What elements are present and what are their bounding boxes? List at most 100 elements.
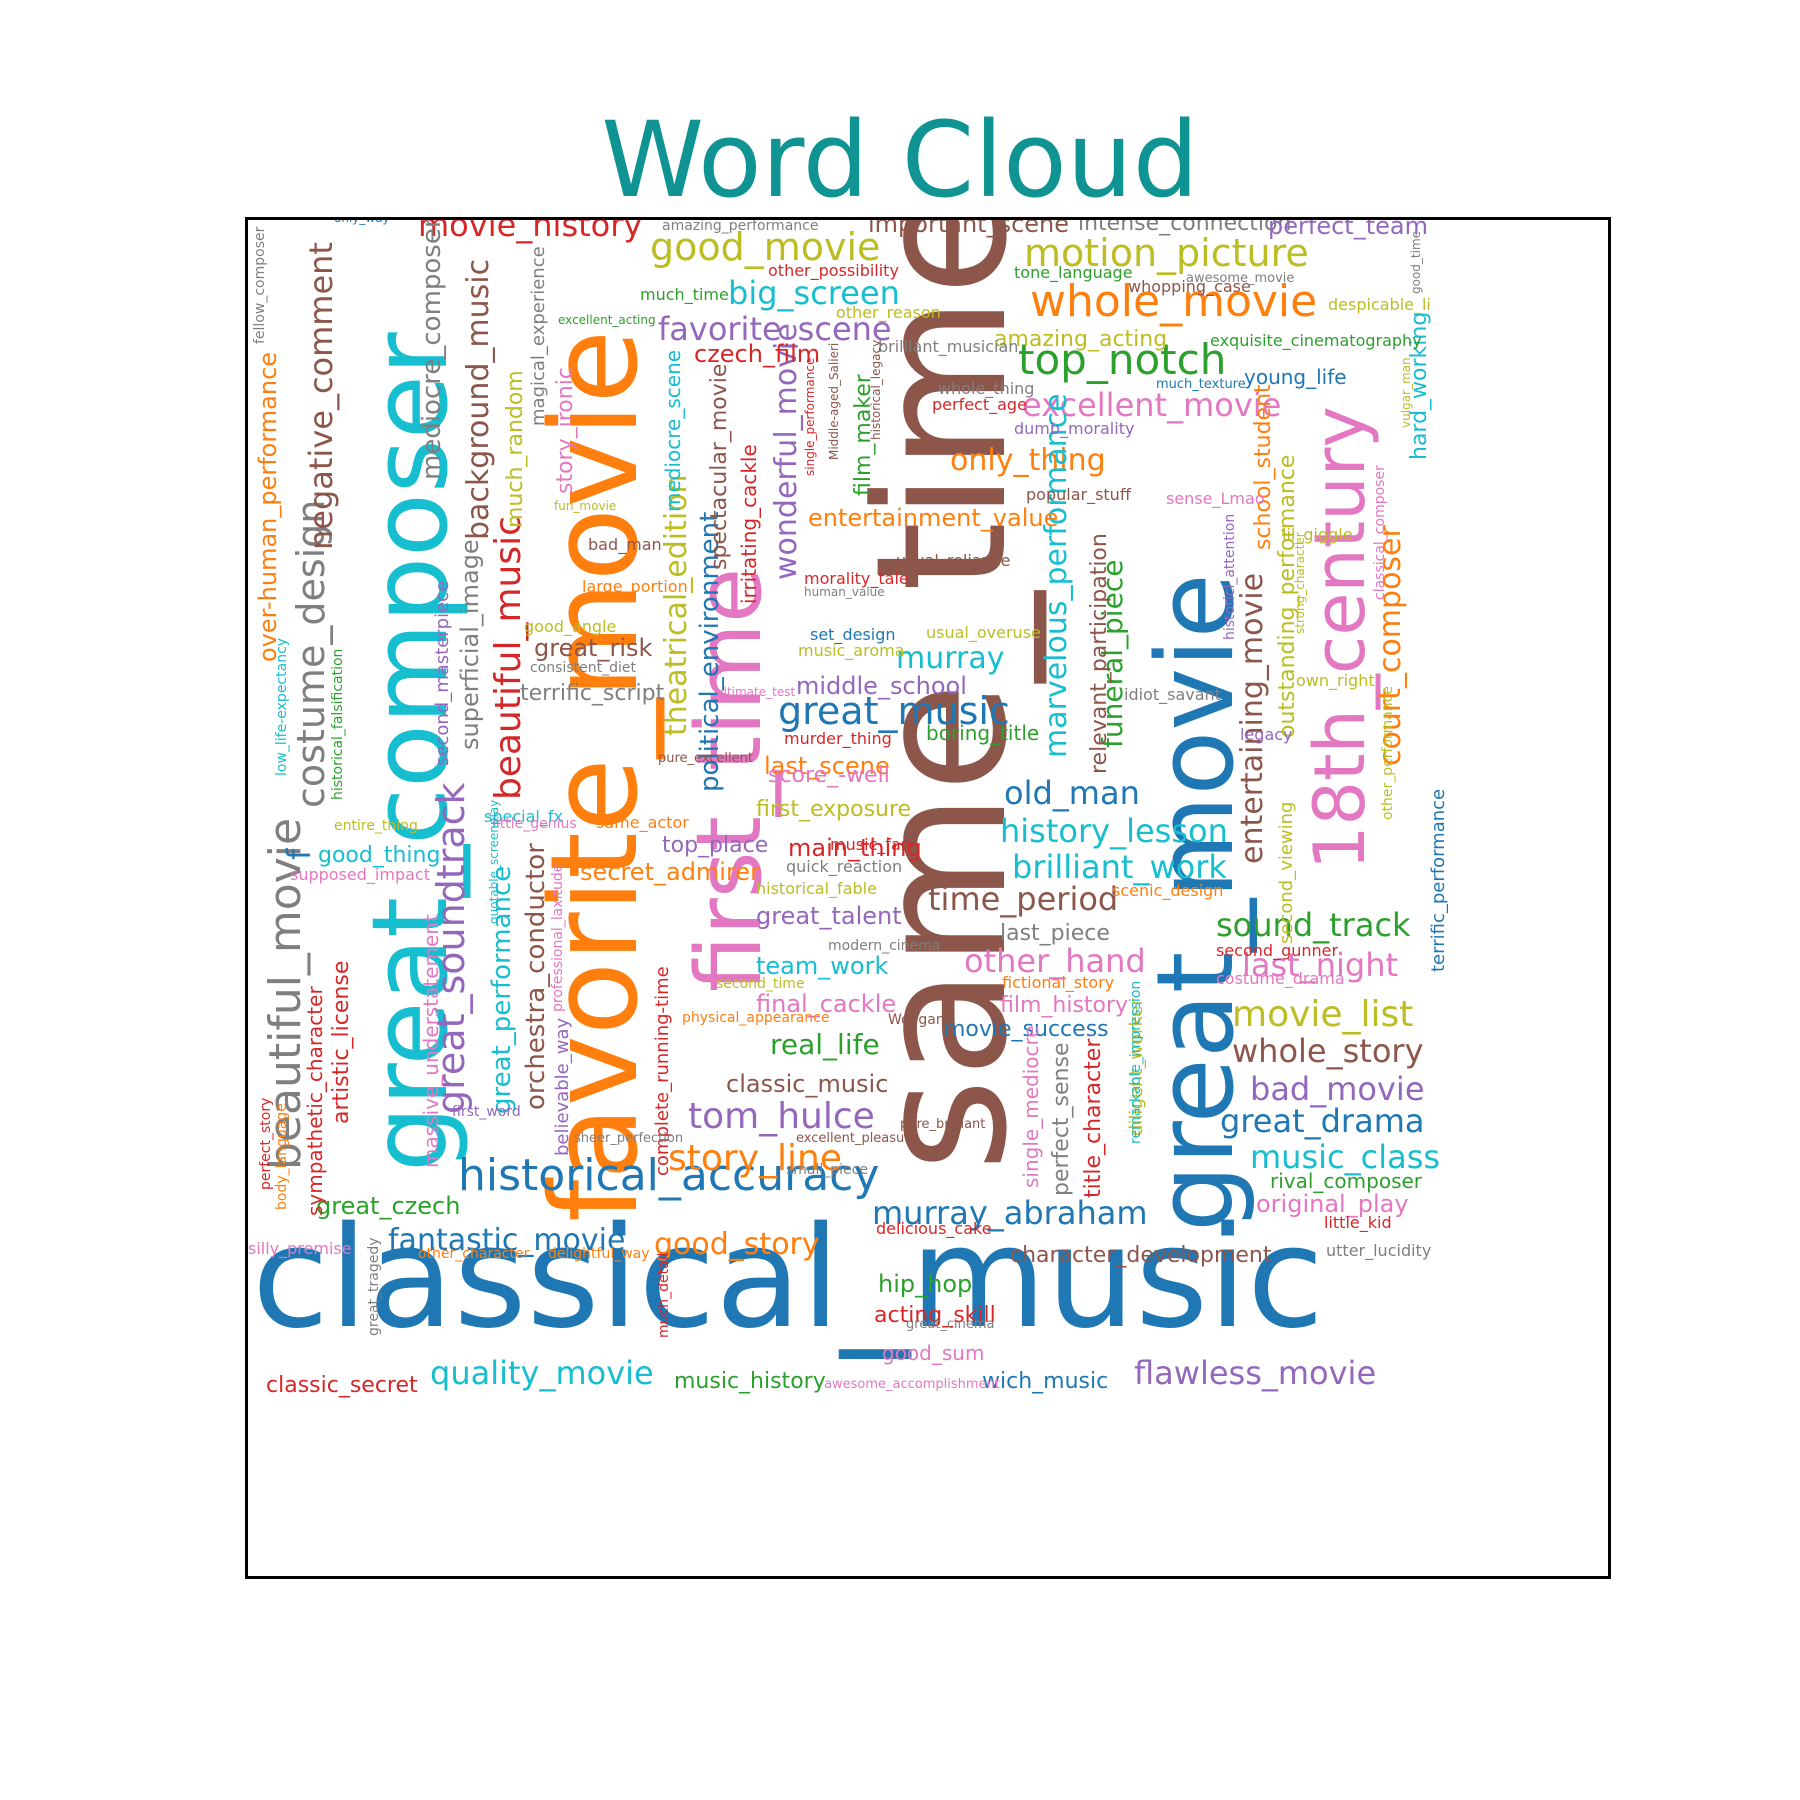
word-quotable-screenplay: quotable_screenplay	[487, 800, 501, 924]
word-secret-admirer: secret_admirer	[580, 858, 760, 886]
word-hip-hop: hip_hop	[878, 1270, 972, 1298]
word-fictional-story: fictional_story	[1002, 973, 1114, 993]
word-vulgar-man: vulgar_man	[1399, 357, 1413, 428]
word-believable-way: believable_way	[552, 1017, 573, 1156]
word-whole-movie: whole_movie	[1030, 276, 1317, 327]
word-classical-composer: classical_composer	[1372, 465, 1388, 600]
word-great-cinema: great_cinema	[906, 1317, 995, 1332]
word-music-aroma: music_aroma	[798, 641, 905, 661]
word-same-actor: same_actor	[596, 813, 689, 833]
word-great-czech: great_czech	[316, 1192, 460, 1220]
word-history-lesson: history_lesson	[1000, 812, 1228, 850]
word-pure-brilliant: pure_brilliant	[900, 1117, 985, 1132]
word-historical-legacy: historical_legacy	[869, 340, 883, 440]
word-awesome-movie: awesome_movie	[1186, 271, 1294, 286]
word-great-movie: great_movie	[1134, 573, 1257, 1232]
word-consistent-diet: consistent_diet	[530, 660, 636, 676]
word-spectacular-movie: spectacular_movie	[707, 364, 732, 570]
word-silly-premise: silly_premise	[248, 1239, 352, 1259]
word-last-piece: last_piece	[1000, 921, 1110, 946]
word-czech-film: czech_film	[694, 340, 820, 368]
word-cloud: classical_music same_time favorite_movie gr…	[245, 217, 1611, 1579]
word-idiot-savant: idiot_savant	[1124, 685, 1221, 705]
word-orchestra-conductor: orchestra_conductor	[521, 843, 551, 1110]
word-motion-picture: motion_picture	[1024, 231, 1309, 275]
word-excellent-pleasure: excellent_pleasure	[796, 1131, 917, 1146]
word-much-texture: much_texture	[1156, 377, 1246, 392]
word-boring-title: boring_title	[926, 721, 1039, 745]
word-entertainment-value: entertainment_value	[808, 504, 1058, 532]
word-quality-movie: quality_movie	[430, 1354, 654, 1392]
word-legacy: legacy	[1240, 725, 1293, 744]
word-original-play: original_play	[1256, 1190, 1409, 1218]
word-same-time: same_time	[838, 220, 1047, 1172]
word-pure-excellent: pure_excellent	[658, 751, 753, 766]
word-amazing-acting: amazing_acting	[994, 327, 1167, 352]
word-supposed-impact: supposed_impact	[290, 865, 430, 885]
word-quick-reaction: quick_reaction	[786, 857, 902, 877]
word-terrific-script: terrific_script	[520, 681, 665, 706]
word-sheer-perfection: sheer_perfection	[574, 1131, 683, 1146]
word-favorite-scene: favorite_scene	[658, 310, 892, 348]
word-great-soundtrack: great_soundtrack	[429, 782, 473, 1114]
word-final-cackle: final_cackle	[756, 990, 896, 1018]
word-political-environment: political_environment	[695, 512, 725, 792]
word-superficial-image: superficial_image	[456, 539, 484, 750]
word-murray: murray	[896, 641, 1005, 676]
word-scenic-design: scenic_design	[1112, 881, 1223, 901]
word-movie-list: movie_list	[1232, 994, 1413, 1035]
word-other-performance: other_performance	[1380, 686, 1396, 820]
word-rival-composer: rival_composer	[1270, 1169, 1423, 1193]
word-tom-hulce: tom_hulce	[688, 1096, 875, 1137]
word-bad-movie: bad_movie	[1250, 1070, 1425, 1108]
word-historicl-attention: historicl_attention	[1222, 514, 1238, 640]
word-artistic-license: artistic_license	[329, 961, 354, 1124]
word-perfect-sense: perfect_sense	[1049, 1043, 1074, 1196]
word-top-place: top_place	[662, 833, 768, 858]
word-entire-thing: entire_thing	[334, 818, 418, 834]
word-whole-thing: whole_thing	[938, 379, 1034, 399]
word-last-scene: last_scene	[764, 752, 890, 780]
word-little-genius: little_genius	[492, 816, 577, 832]
word-fellow-composer: fellow_composer	[252, 226, 268, 344]
word-much-detail: much_detail	[656, 1253, 672, 1338]
word-film-history: film_history	[1000, 993, 1128, 1018]
word-important-scene: important_scene	[868, 220, 1069, 238]
word-bad-man: bad_man	[588, 535, 662, 555]
word-little-kid: little_kid	[1324, 1213, 1392, 1233]
word-movie-history: movie_history	[418, 220, 642, 244]
word-funeral-piece: funeral_piece	[1096, 560, 1129, 748]
word-court-composer: court_composer	[1373, 524, 1408, 766]
word-intense-connection: intense_connection	[1078, 220, 1291, 236]
word-good-time: good_time	[1409, 231, 1423, 294]
word-own-right: own_right	[1296, 671, 1375, 691]
word-good-story: good_story	[654, 1227, 820, 1262]
word-music-fan: music_fan	[830, 835, 911, 855]
word-terrific-performance: terrific_performance	[1428, 789, 1449, 972]
word-classic-music: classic_music	[726, 1070, 888, 1098]
word-other-reason: other_reason	[836, 303, 941, 323]
word-historical-fable: historical_fable	[756, 879, 877, 899]
word-murray-abraham: murray_abraham	[872, 1194, 1148, 1232]
word-great-risk: great_risk	[534, 634, 652, 662]
word-ultimate-test: ultimate_test	[716, 685, 795, 699]
word-single-mediocre: single_mediocre	[1019, 1025, 1043, 1188]
word-diligent-worker: diligent_worker	[1126, 998, 1147, 1136]
word-music-history: music_history	[674, 1369, 826, 1394]
word-film-maker: film_maker	[851, 373, 876, 496]
word-other-possibility: other_possibility	[768, 261, 899, 281]
word-massive-understatement: massive_understatement	[419, 914, 443, 1168]
word-dumb-morality: dumb_morality	[1014, 419, 1134, 439]
word-modern-cinema: modern_cinema	[828, 938, 940, 954]
word-fun-movie: fun_movie	[554, 499, 616, 513]
word-excellent-acting: excellent_acting	[558, 313, 656, 327]
word-popular-stuff: popular_stuff	[1026, 485, 1132, 505]
word-background-music: background_music	[461, 259, 496, 540]
word-story-ironic: story_ironic	[553, 367, 578, 494]
word-middle-school: middle_school	[796, 672, 967, 700]
word-wolfgang: Wolfgang	[888, 1012, 954, 1028]
word-great-music: great_music	[778, 689, 1010, 733]
word-lil-giggle: lil_giggle	[1282, 525, 1353, 545]
word-theatrical-edition: theatrical_edition	[659, 474, 694, 736]
word-big-screen: big_screen	[728, 274, 900, 312]
